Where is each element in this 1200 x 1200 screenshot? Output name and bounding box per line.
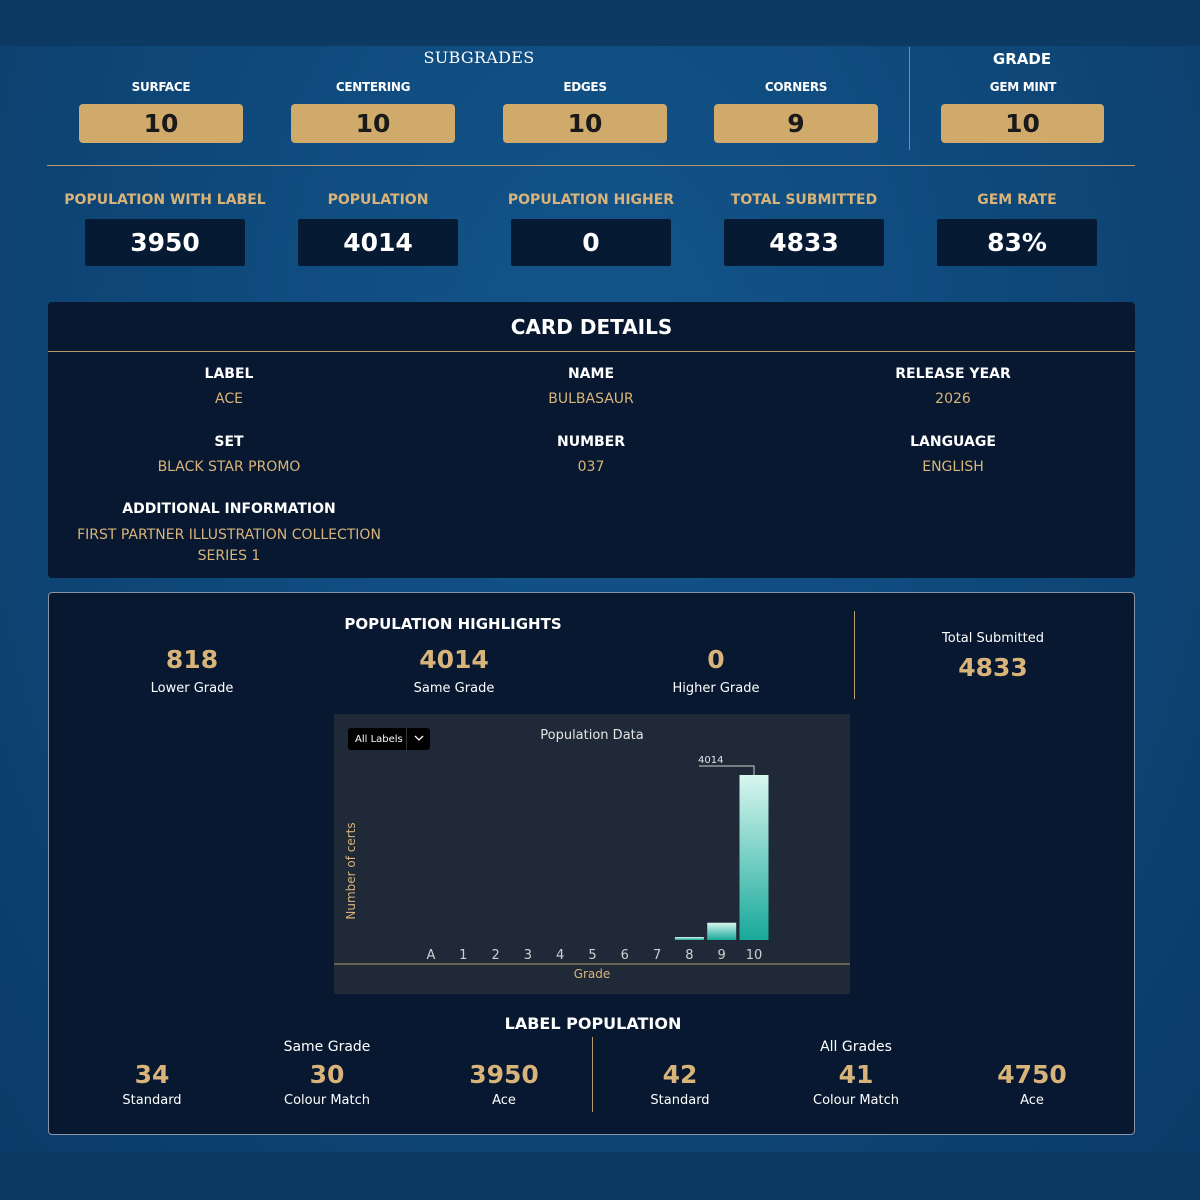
chevron-down-icon xyxy=(407,734,430,745)
all-colour-match-label: Colour Match xyxy=(813,1093,899,1108)
x-tick-a: A xyxy=(427,948,436,963)
same-colour-match-value: 30 xyxy=(309,1060,345,1089)
x-tick-10: 10 xyxy=(746,948,763,963)
annotation-label: 4014 xyxy=(698,755,723,766)
release-year-heading: RELEASE YEAR xyxy=(895,366,1011,382)
all-colour-match-value: 41 xyxy=(838,1060,874,1089)
higher-grade-label: Higher Grade xyxy=(672,681,760,696)
label-population-title: LABEL POPULATION xyxy=(504,1014,682,1033)
corners-label: CORNERS xyxy=(764,80,828,94)
population-higher-value: 0 xyxy=(511,219,671,266)
population-label: POPULATION xyxy=(327,192,429,208)
additional-info-line1: FIRST PARTNER ILLUSTRATION COLLECTION xyxy=(77,527,381,543)
same-ace-value: 3950 xyxy=(469,1060,539,1089)
x-tick-8: 8 xyxy=(685,948,693,963)
label-filter-value: All Labels xyxy=(355,733,403,745)
grade-divider xyxy=(909,47,910,150)
subgrades-title: SUBGRADES xyxy=(423,48,535,67)
label-population-divider xyxy=(592,1037,593,1112)
x-tick-5: 5 xyxy=(588,948,596,963)
total-submitted-label: TOTAL SUBMITTED xyxy=(730,192,878,208)
name-heading: NAME xyxy=(567,366,615,382)
total-submitted-value: 4833 xyxy=(724,219,884,266)
corners-value: 9 xyxy=(714,104,878,143)
population-chart: All Labels Population Data 4014 A 1 2 3 4 5 6 7… xyxy=(334,714,850,994)
population-value: 4014 xyxy=(298,219,458,266)
total-submitted-highlight: 4833 xyxy=(958,653,1028,682)
surface-value: 10 xyxy=(79,104,243,143)
additional-info-heading: ADDITIONAL INFORMATION xyxy=(122,501,336,517)
population-higher-label: POPULATION HIGHER xyxy=(507,192,675,208)
label-filter-dropdown[interactable]: All Labels xyxy=(348,728,430,750)
gem-rate-value: 83% xyxy=(937,219,1097,266)
dropdown-separator xyxy=(406,728,407,750)
x-tick-7: 7 xyxy=(653,948,661,963)
centering-value: 10 xyxy=(291,104,455,143)
same-standard-label: Standard xyxy=(122,1093,182,1108)
number-heading: NUMBER xyxy=(556,434,626,450)
all-standard-value: 42 xyxy=(662,1060,698,1089)
same-grade-group-title: Same Grade xyxy=(283,1039,371,1055)
lower-grade-value: 818 xyxy=(165,645,219,674)
card-details-divider xyxy=(48,351,1135,352)
bottom-band xyxy=(0,1152,1200,1200)
x-tick-4: 4 xyxy=(556,948,564,963)
surface-label: SURFACE xyxy=(131,80,191,94)
all-grades-group-title: All Grades xyxy=(820,1039,892,1055)
card-details-title: CARD DETAILS xyxy=(510,315,673,339)
language-value: ENGLISH xyxy=(922,459,984,475)
release-year-value: 2026 xyxy=(935,391,971,407)
highlights-divider xyxy=(854,611,855,699)
chart-title: Population Data xyxy=(540,728,644,743)
x-tick-6: 6 xyxy=(621,948,629,963)
bar-grade-10[interactable] xyxy=(739,774,769,940)
bar-grade-9[interactable] xyxy=(707,922,737,940)
grade-label: GEM MINT xyxy=(989,80,1057,94)
annotation-leader xyxy=(699,765,755,775)
top-band xyxy=(0,0,1200,46)
label-value: ACE xyxy=(215,391,243,407)
higher-grade-value: 0 xyxy=(707,645,725,674)
x-axis-label: Grade xyxy=(573,967,611,981)
additional-info-line2: SERIES 1 xyxy=(197,548,261,564)
name-value: BULBASAUR xyxy=(548,391,634,407)
set-value: BLACK STAR PROMO xyxy=(157,459,301,475)
x-tick-1: 1 xyxy=(459,948,467,963)
x-tick-3: 3 xyxy=(524,948,532,963)
bar-grade-8[interactable] xyxy=(674,937,704,940)
grade-title: GRADE xyxy=(992,50,1052,68)
highlights-title: POPULATION HIGHLIGHTS xyxy=(344,615,562,633)
same-standard-value: 34 xyxy=(134,1060,170,1089)
language-heading: LANGUAGE xyxy=(910,434,996,450)
all-ace-label: Ace xyxy=(1020,1093,1044,1108)
same-grade-value: 4014 xyxy=(419,645,489,674)
number-value: 037 xyxy=(577,459,605,475)
population-with-label-value: 3950 xyxy=(85,219,245,266)
edges-label: EDGES xyxy=(563,80,607,94)
total-submitted-caption: Total Submitted xyxy=(942,631,1044,646)
grade-value: 10 xyxy=(941,104,1104,143)
section-divider xyxy=(47,165,1135,166)
centering-label: CENTERING xyxy=(335,80,411,94)
same-colour-match-label: Colour Match xyxy=(284,1093,370,1108)
card-details-panel: CARD DETAILS LABEL ACE NAME BULBASAUR RE… xyxy=(48,302,1135,578)
all-ace-value: 4750 xyxy=(997,1060,1067,1089)
label-heading: LABEL xyxy=(204,366,254,382)
chart-plot: 4014 A 1 2 3 4 5 6 7 8 9 10 xyxy=(334,755,850,965)
lower-grade-label: Lower Grade xyxy=(150,681,234,696)
y-axis-label: Number of certs xyxy=(344,822,358,920)
population-with-label-label: POPULATION WITH LABEL xyxy=(64,192,266,208)
edges-value: 10 xyxy=(503,104,667,143)
set-heading: SET xyxy=(214,434,244,450)
x-tick-2: 2 xyxy=(491,948,499,963)
gem-rate-label: GEM RATE xyxy=(977,192,1057,208)
all-standard-label: Standard xyxy=(650,1093,710,1108)
population-panel: POPULATION HIGHLIGHTS 818 Lower Grade 40… xyxy=(48,592,1135,1135)
x-tick-9: 9 xyxy=(718,948,726,963)
same-grade-label: Same Grade xyxy=(413,681,495,696)
same-ace-label: Ace xyxy=(492,1093,516,1108)
